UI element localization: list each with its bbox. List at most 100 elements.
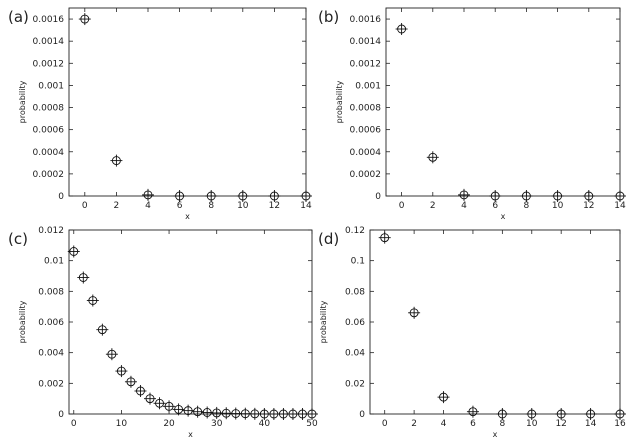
x-axis-label: x (185, 212, 190, 221)
y-tick-label: 0.0006 (33, 126, 65, 136)
plot-frame (68, 229, 313, 415)
x-tick-label: 12 (269, 201, 280, 211)
x-tick-label: 10 (237, 201, 249, 211)
x-axis-label: x (501, 212, 506, 221)
panel-label: (a) (8, 8, 29, 26)
y-tick-label: 0.0008 (33, 104, 65, 114)
x-tick-label: 10 (116, 419, 128, 429)
y-tick-label: 0.0002 (33, 170, 65, 180)
data-point (459, 190, 469, 200)
data-point (202, 408, 212, 417)
x-tick-label: 6 (177, 201, 183, 211)
y-tick-label: 0.08 (345, 287, 365, 297)
data-point (380, 233, 390, 243)
data-point (307, 409, 317, 419)
plot-frame (369, 229, 621, 415)
x-tick-label: 0 (382, 419, 388, 429)
y-tick-label: 0.0012 (33, 59, 65, 69)
data-point (468, 407, 478, 417)
y-tick-label: 0.0012 (350, 59, 382, 69)
data-point (527, 409, 537, 419)
x-tick-label: 10 (526, 419, 538, 429)
data-point (175, 191, 185, 201)
data-point (183, 406, 193, 416)
data-point (301, 191, 311, 201)
y-tick-label: 0.0004 (350, 148, 382, 158)
data-point (238, 191, 248, 201)
y-tick-label: 0.0008 (350, 104, 382, 114)
x-tick-label: 20 (163, 419, 175, 429)
data-point (428, 152, 438, 162)
y-tick-label: 0.04 (345, 349, 365, 359)
y-tick-label: 0.12 (345, 226, 365, 236)
x-tick-label: 6 (492, 201, 498, 211)
x-tick-label: 8 (524, 201, 530, 211)
data-point (78, 273, 88, 282)
y-tick-label: 0.0002 (350, 170, 382, 180)
y-tick-label: 0.006 (38, 318, 64, 328)
x-tick-label: 4 (145, 201, 151, 211)
y-tick-label: 0.0004 (33, 148, 65, 158)
data-point (584, 191, 594, 201)
y-tick-label: 0.0014 (33, 37, 65, 47)
y-tick-label: 0 (58, 192, 64, 202)
x-tick-label: 50 (306, 419, 318, 429)
data-point (615, 191, 625, 201)
data-point (155, 398, 164, 408)
y-tick-label: 0 (58, 410, 64, 420)
plot-frame (385, 7, 621, 197)
x-tick-label: 12 (583, 201, 594, 211)
x-tick-label: 10 (552, 201, 564, 211)
y-tick-label: 0.0016 (350, 15, 382, 25)
data-point (107, 349, 117, 359)
panel-label: (d) (318, 230, 339, 248)
x-tick-label: 8 (208, 201, 214, 211)
data-point (174, 404, 184, 414)
data-point (490, 191, 500, 201)
y-tick-label: 0 (359, 410, 365, 420)
x-tick-label: 2 (411, 419, 417, 429)
data-point (269, 191, 279, 201)
x-tick-label: 2 (114, 201, 120, 211)
data-point (521, 191, 531, 201)
y-tick-label: 0.06 (345, 318, 365, 328)
data-point (553, 191, 563, 201)
y-tick-label: 0 (375, 192, 381, 202)
y-tick-label: 0.1 (351, 257, 365, 267)
x-tick-label: 0 (82, 201, 88, 211)
y-tick-label: 0.0014 (350, 37, 382, 47)
data-point (193, 407, 203, 417)
data-point (397, 24, 407, 34)
panel-label: (c) (8, 230, 28, 248)
data-point (145, 394, 155, 404)
x-tick-label: 4 (441, 419, 447, 429)
y-tick-label: 0.0006 (350, 126, 382, 136)
y-tick-label: 0.01 (44, 257, 64, 267)
data-point (497, 409, 507, 419)
y-axis-label: probability (18, 300, 27, 343)
x-tick-label: 2 (430, 201, 436, 211)
x-tick-label: 16 (614, 419, 626, 429)
x-tick-label: 14 (300, 201, 312, 211)
x-tick-label: 0 (399, 201, 405, 211)
data-point (556, 409, 566, 419)
y-tick-label: 0.001 (355, 81, 381, 91)
x-tick-label: 8 (499, 419, 505, 429)
y-tick-label: 0.008 (38, 287, 64, 297)
data-point (116, 366, 126, 376)
y-tick-label: 0.001 (38, 81, 64, 91)
x-tick-label: 40 (259, 419, 271, 429)
data-point (136, 386, 145, 396)
x-tick-label: 0 (71, 419, 77, 429)
data-point (615, 409, 625, 419)
y-tick-label: 0.004 (38, 349, 64, 359)
panel-label: (b) (318, 8, 339, 26)
y-tick-label: 0.02 (345, 379, 365, 389)
data-point (143, 190, 153, 200)
data-point (80, 14, 90, 24)
x-tick-label: 14 (585, 419, 597, 429)
y-axis-label: probability (18, 80, 27, 123)
y-tick-label: 0.012 (38, 226, 64, 236)
y-axis-label: probability (335, 80, 344, 123)
